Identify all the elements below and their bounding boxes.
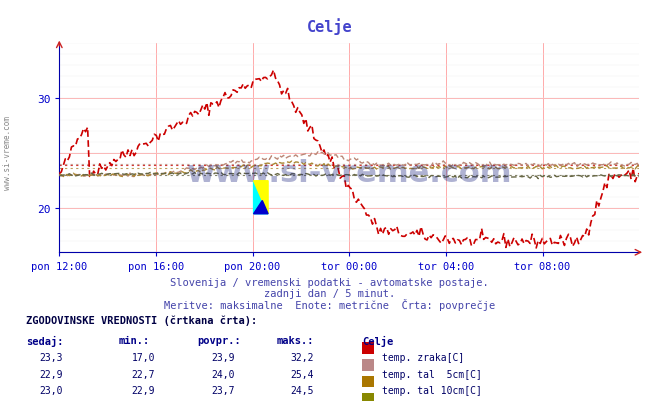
Text: Celje: Celje [306,18,353,34]
Text: maks.:: maks.: [277,335,314,345]
Text: ZGODOVINSKE VREDNOSTI (črtkana črta):: ZGODOVINSKE VREDNOSTI (črtkana črta): [26,315,258,325]
Text: 23,3: 23,3 [40,352,63,362]
Text: 17,0: 17,0 [132,352,156,362]
Text: 22,7: 22,7 [132,369,156,379]
Text: temp. zraka[C]: temp. zraka[C] [382,352,465,362]
Text: 25,4: 25,4 [290,369,314,379]
Text: 24,0: 24,0 [211,369,235,379]
Text: 23,9: 23,9 [211,352,235,362]
Text: 24,5: 24,5 [290,385,314,395]
Text: 22,9: 22,9 [40,369,63,379]
Text: povpr.:: povpr.: [198,335,241,345]
Text: 22,9: 22,9 [132,385,156,395]
Text: www.si-vreme.com: www.si-vreme.com [186,159,512,188]
Text: 23,0: 23,0 [40,385,63,395]
Text: zadnji dan / 5 minut.: zadnji dan / 5 minut. [264,289,395,298]
Text: temp. tal  5cm[C]: temp. tal 5cm[C] [382,369,482,379]
Polygon shape [254,181,268,214]
Text: 23,7: 23,7 [211,385,235,395]
Text: www.si-vreme.com: www.si-vreme.com [3,115,13,189]
Text: temp. tal 10cm[C]: temp. tal 10cm[C] [382,385,482,395]
Text: sedaj:: sedaj: [26,335,64,346]
Text: Meritve: maksimalne  Enote: metrične  Črta: povprečje: Meritve: maksimalne Enote: metrične Črta… [164,298,495,310]
Text: 32,2: 32,2 [290,352,314,362]
Text: Slovenija / vremenski podatki - avtomatske postaje.: Slovenija / vremenski podatki - avtomats… [170,278,489,288]
Text: min.:: min.: [119,335,150,345]
Polygon shape [254,181,268,214]
Polygon shape [254,201,268,214]
Text: Celje: Celje [362,335,393,346]
